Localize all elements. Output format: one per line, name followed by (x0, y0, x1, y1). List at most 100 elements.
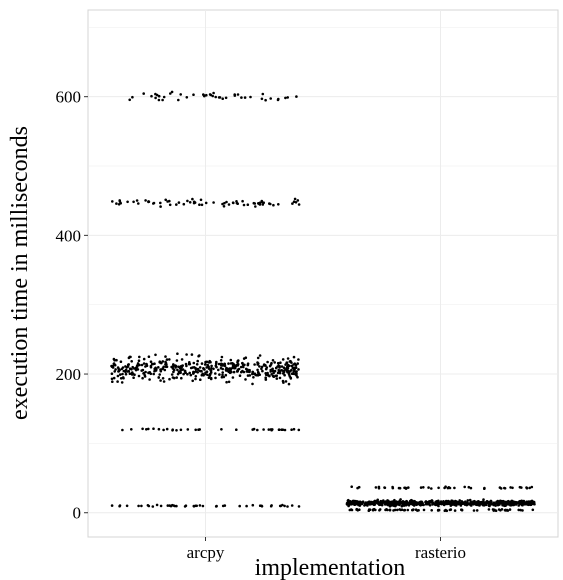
data-point (121, 428, 124, 432)
data-point (382, 500, 385, 504)
data-point (168, 203, 172, 207)
data-point (141, 376, 144, 380)
data-point (232, 370, 236, 374)
data-point (123, 370, 127, 373)
data-point (488, 504, 491, 508)
data-point (374, 486, 378, 489)
y-axis-title: execution time in milliseconds (7, 126, 33, 420)
grid-lines (88, 10, 558, 537)
data-point (503, 504, 506, 508)
data-point (258, 354, 262, 357)
data-point (269, 370, 273, 373)
data-point (224, 373, 228, 377)
y-tick-label: 400 (56, 226, 82, 245)
data-point (260, 367, 263, 371)
data-point (427, 486, 430, 489)
data-point (208, 359, 211, 363)
data-point (231, 366, 234, 370)
data-point (419, 486, 423, 489)
data-point (280, 428, 284, 432)
data-point (270, 361, 273, 365)
data-point (256, 373, 259, 377)
data-point (132, 376, 135, 380)
data-point (203, 363, 207, 366)
data-point (297, 428, 301, 432)
data-point (237, 367, 241, 371)
y-tick-label: 600 (56, 88, 82, 107)
data-point (271, 367, 274, 371)
data-point (186, 199, 189, 203)
data-point (221, 364, 225, 367)
data-point (253, 202, 257, 205)
data-point (275, 377, 279, 380)
data-point (147, 427, 150, 431)
data-point (244, 356, 248, 360)
data-point (483, 486, 486, 490)
data-point (463, 485, 467, 489)
data-point (120, 381, 124, 384)
data-point (143, 375, 147, 378)
data-point (444, 485, 447, 489)
data-point (277, 368, 281, 372)
data-point (281, 379, 285, 383)
data-point (260, 97, 264, 101)
data-point (510, 499, 513, 503)
data-point (227, 380, 231, 384)
data-point (388, 508, 392, 512)
data-point (266, 360, 269, 364)
data-point (376, 500, 380, 504)
data-point (125, 504, 129, 508)
data-point (238, 504, 241, 508)
data-point (241, 361, 244, 365)
data-point (496, 503, 500, 507)
data-point (195, 363, 199, 366)
data-point (144, 199, 147, 202)
data-point (175, 504, 178, 508)
data-point (117, 367, 120, 371)
data-point (165, 427, 169, 431)
data-point (127, 369, 131, 373)
data-point (290, 361, 293, 364)
data-point (473, 499, 476, 503)
data-point (196, 371, 199, 374)
data-point (240, 96, 243, 99)
data-point (286, 505, 289, 508)
data-point (179, 369, 183, 372)
data-point (222, 375, 226, 379)
data-point (436, 508, 440, 512)
data-point (205, 370, 209, 374)
data-point (165, 358, 169, 361)
data-point (144, 370, 147, 374)
data-point (403, 501, 407, 505)
data-point (183, 370, 187, 373)
data-point (235, 428, 238, 432)
data-point (110, 377, 114, 381)
data-point (157, 376, 161, 379)
data-point (366, 502, 369, 506)
data-point (294, 201, 298, 204)
data-point (249, 95, 252, 99)
data-point (347, 504, 350, 508)
data-point (355, 507, 359, 511)
data-point (154, 96, 157, 100)
data-point (454, 499, 457, 503)
data-point (174, 364, 177, 367)
data-point (385, 502, 388, 506)
data-point (483, 504, 486, 507)
data-point (229, 368, 233, 371)
data-point (388, 505, 392, 508)
data-point (181, 368, 185, 371)
data-point (525, 486, 529, 490)
data-point (170, 90, 174, 94)
data-point (140, 504, 143, 508)
data-point (152, 372, 155, 376)
data-point (171, 428, 174, 432)
data-point (476, 501, 479, 504)
data-point (393, 508, 397, 512)
data-point (161, 98, 164, 102)
data-point (185, 364, 188, 368)
data-point (292, 372, 296, 376)
data-point (172, 363, 175, 366)
data-point (127, 363, 130, 367)
data-point (394, 501, 398, 505)
